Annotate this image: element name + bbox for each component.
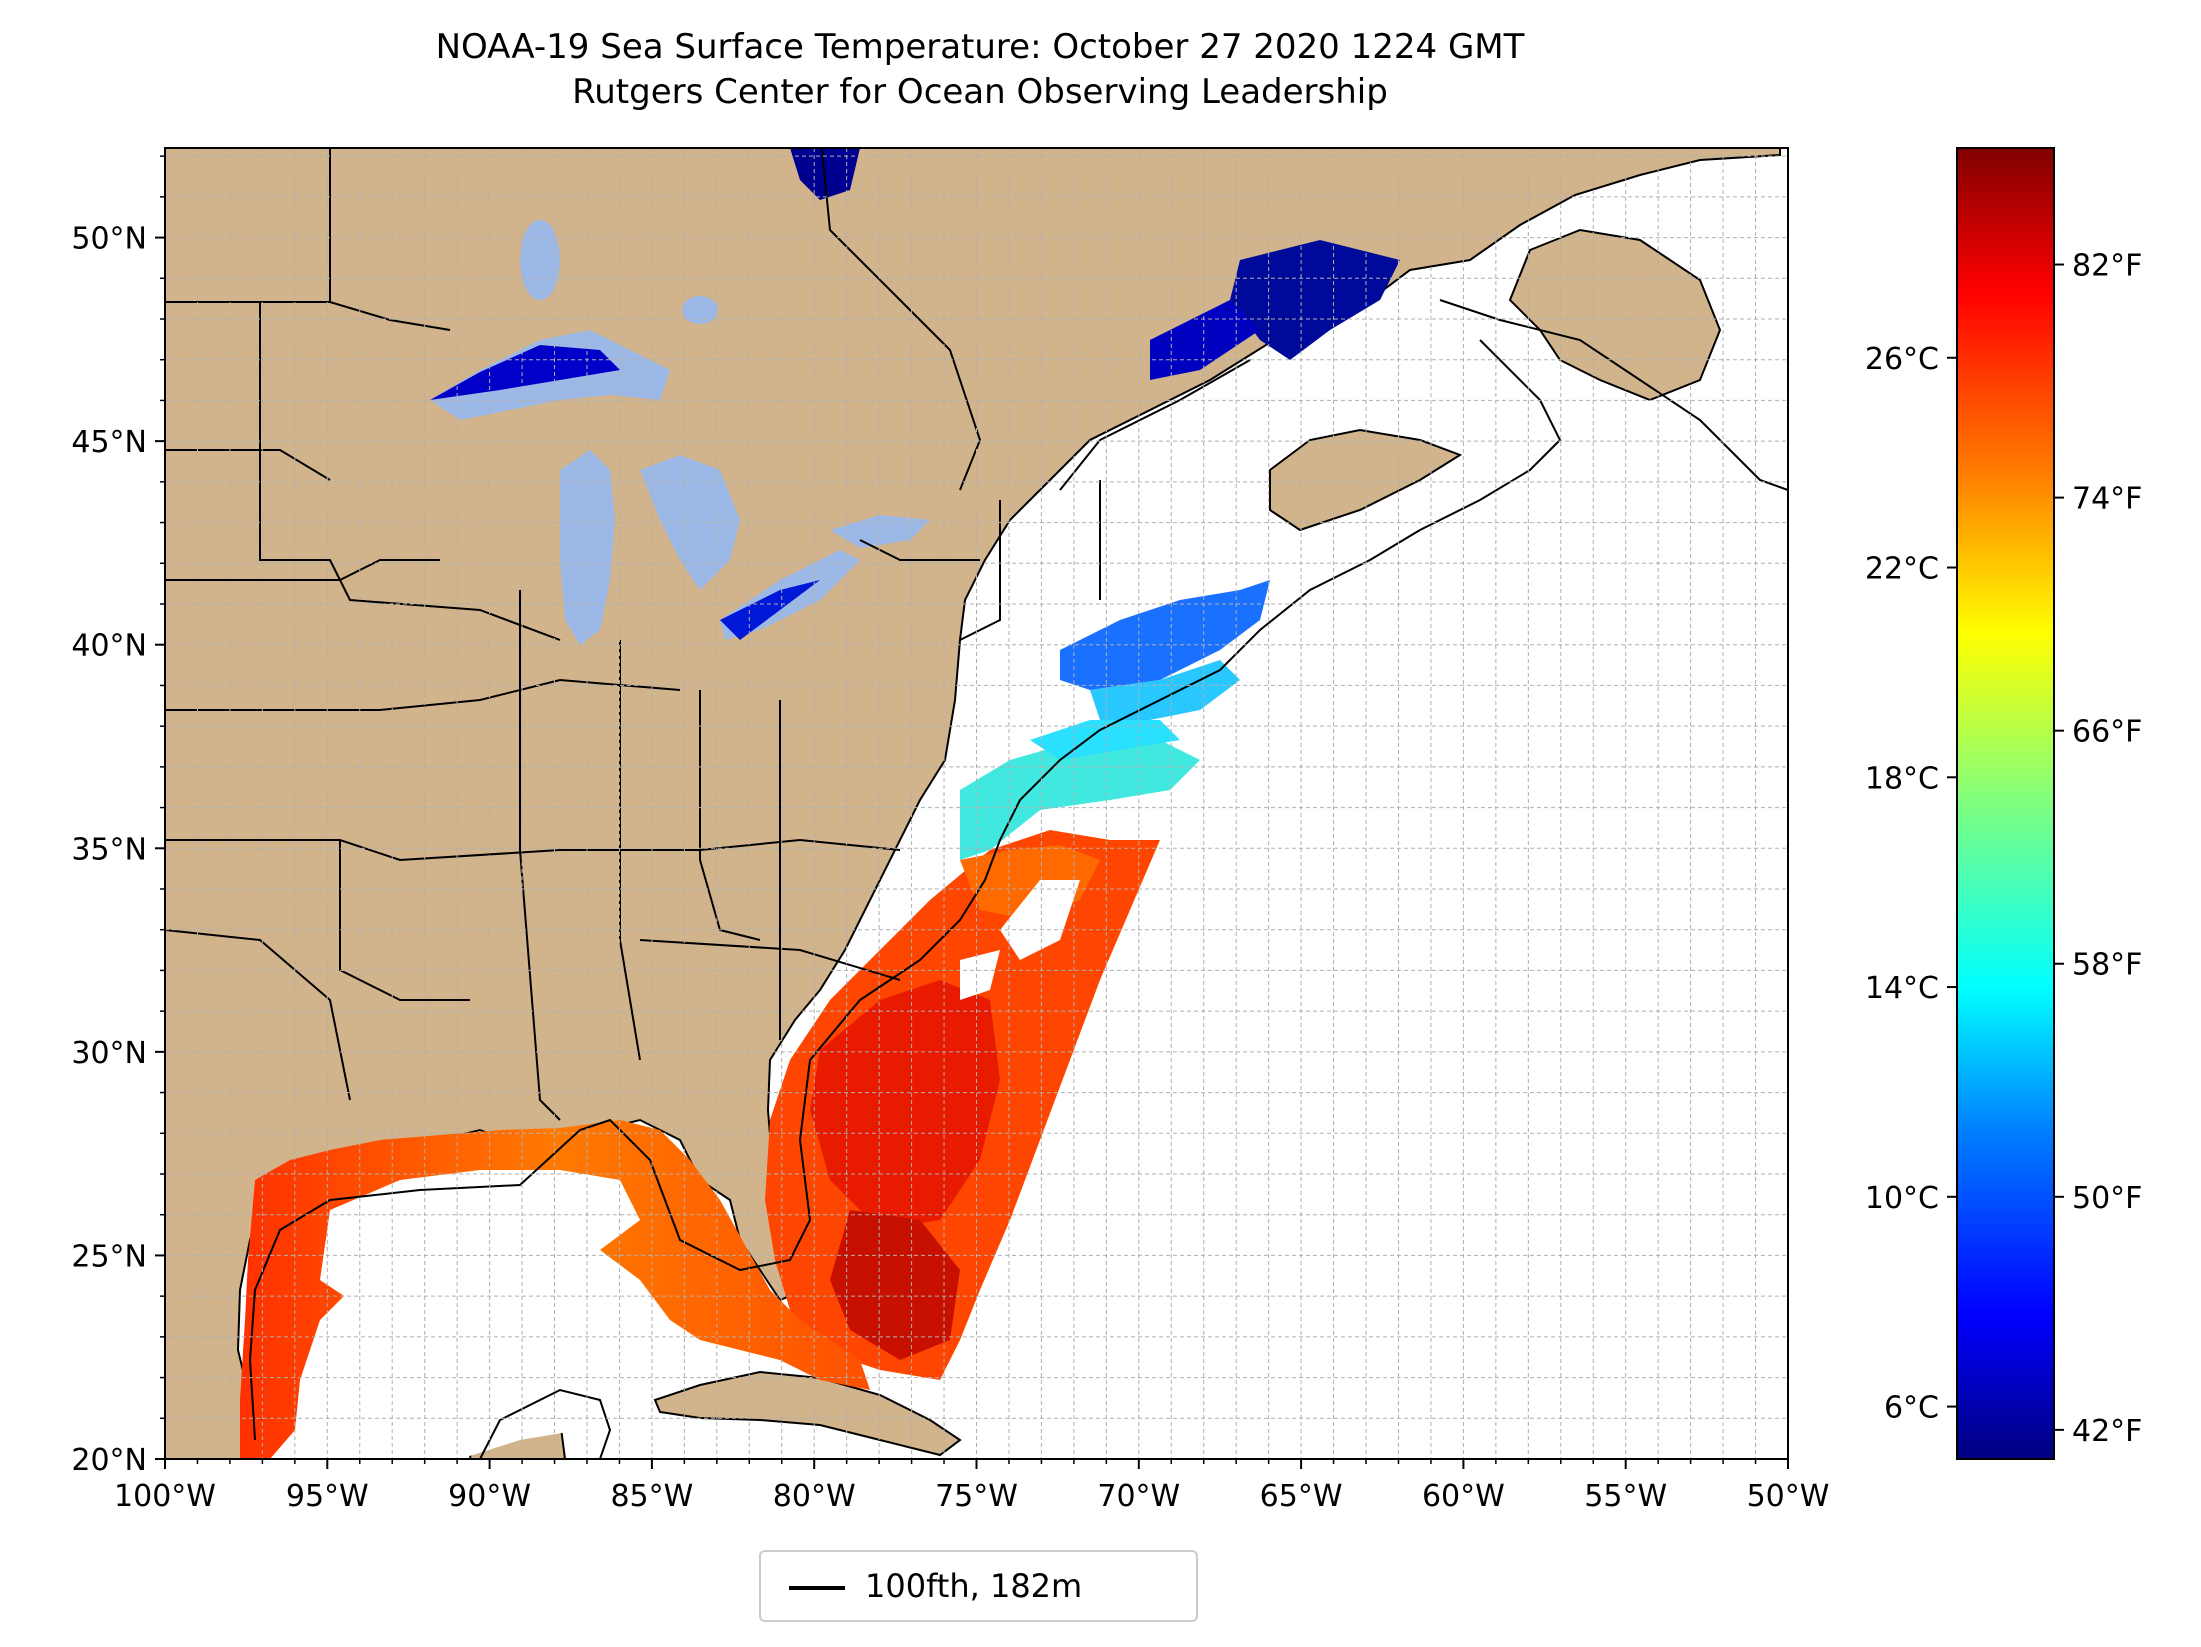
lon-tick-label: 55°W	[1584, 1479, 1667, 1514]
gulf-of-mexico-sst	[240, 1120, 870, 1459]
lon-tick-label: 50°W	[1747, 1479, 1830, 1514]
fahrenheit-tick-label: 74°F	[2072, 482, 2142, 517]
lake-michigan	[560, 450, 615, 645]
lake-ontario	[830, 515, 930, 548]
lat-tick-label: 45°N	[71, 425, 147, 460]
lon-tick-label: 80°W	[773, 1479, 856, 1514]
map-subtitle: Rutgers Center for Ocean Observing Leade…	[572, 72, 1388, 112]
southeast-atlantic-sst	[765, 830, 1160, 1380]
isobath-legend: 100fth, 182m	[759, 1550, 1198, 1622]
lon-tick-label: 60°W	[1422, 1479, 1505, 1514]
lon-tick-label: 100°W	[114, 1479, 216, 1514]
colorbar-celsius-ticks: 6°C 10°C 14°C 18°C 22°C 26°C	[1865, 342, 1957, 1426]
celsius-tick-label: 14°C	[1865, 971, 1939, 1006]
colorbar-bar	[1956, 147, 2055, 1460]
newfoundland-land	[1508, 228, 1722, 402]
colorbar-fahrenheit-ticks: 42°F 50°F 58°F 66°F 74°F 82°F	[2054, 249, 2142, 1449]
lake-nipigon	[682, 296, 718, 324]
lat-tick-label: 25°N	[71, 1239, 147, 1274]
celsius-tick-label: 22°C	[1865, 552, 1939, 587]
lon-tick-label: 95°W	[286, 1479, 369, 1514]
mid-atlantic-sst	[960, 580, 1270, 860]
latitude-axis: 20°N 25°N 30°N 35°N 40°N 45°N 50°N	[71, 155, 165, 1478]
lat-tick-label: 30°N	[71, 1036, 147, 1071]
lat-tick-label: 50°N	[71, 222, 147, 257]
lat-tick-label: 40°N	[71, 629, 147, 664]
celsius-tick-label: 10°C	[1865, 1181, 1939, 1216]
isobath-100fth	[248, 299, 1788, 1459]
celsius-tick-label: 26°C	[1865, 342, 1939, 377]
fahrenheit-tick-label: 82°F	[2072, 249, 2142, 284]
lon-tick-label: 85°W	[610, 1479, 693, 1514]
lat-tick-label: 20°N	[71, 1443, 147, 1478]
lake-winnipeg	[520, 220, 560, 300]
lon-tick-label: 75°W	[935, 1479, 1018, 1514]
map-gridlines	[164, 148, 1789, 1460]
lon-tick-label: 90°W	[448, 1479, 531, 1514]
fahrenheit-tick-label: 66°F	[2072, 715, 2142, 750]
celsius-tick-label: 18°C	[1865, 761, 1939, 796]
lon-tick-label: 70°W	[1097, 1479, 1180, 1514]
legend-label: 100fth, 182m	[865, 1567, 1083, 1605]
longitude-axis: 100°W 95°W 90°W 85°W 80°W 75°W 70°W 65°W 60°W 55°…	[114, 1459, 1829, 1514]
cold-sst-patches	[430, 148, 1400, 640]
fahrenheit-tick-label: 58°F	[2072, 948, 2142, 983]
celsius-tick-label: 6°C	[1884, 1391, 1939, 1426]
nova-scotia-land	[1269, 428, 1463, 532]
map-title: NOAA-19 Sea Surface Temperature: October…	[435, 27, 1525, 67]
cuba-land	[653, 1370, 962, 1457]
legend-line-swatch	[789, 1586, 845, 1590]
fahrenheit-tick-label: 50°F	[2072, 1181, 2142, 1216]
fahrenheit-tick-label: 42°F	[2072, 1414, 2142, 1449]
lat-tick-label: 35°N	[71, 832, 147, 867]
lon-tick-label: 65°W	[1260, 1479, 1343, 1514]
colorbar: 6°C 10°C 14°C 18°C 22°C 26°C 42°F 50°F 58°F 66°F…	[1865, 147, 2142, 1460]
